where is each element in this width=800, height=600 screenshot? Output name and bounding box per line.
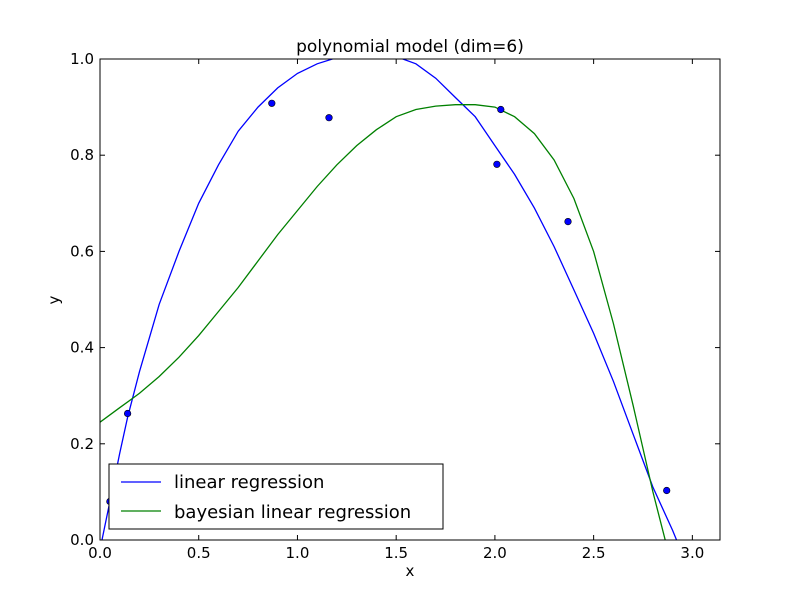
legend-box <box>108 463 444 530</box>
scatter-point-5 <box>497 105 505 114</box>
plot-frame <box>99 58 721 541</box>
x-tick-label: 1.5 <box>384 544 408 562</box>
chart-title: polynomial model (dim=6) <box>296 37 524 57</box>
y-tick-label: 0.4 <box>70 339 94 357</box>
scatter-point-7 <box>663 486 671 495</box>
plot-area <box>100 59 720 540</box>
series-lines <box>100 59 678 540</box>
x-tick-label: 2.5 <box>582 544 606 562</box>
x-tick-label: 0.0 <box>88 544 112 562</box>
y-tick-label: 1.0 <box>70 50 94 68</box>
series-line-linear-regression <box>101 59 678 540</box>
plot-background <box>100 59 720 540</box>
legend-label-bayesian-linear-regression: bayesian linear regression <box>174 502 411 523</box>
legend: linear regression bayesian linear regres… <box>108 463 444 530</box>
y-axis-label: y <box>45 295 63 304</box>
y-tick-label: 0.8 <box>70 146 94 164</box>
scatter-point-6 <box>564 218 572 226</box>
scatter-points <box>106 99 671 506</box>
axis-tick-labels: 0.0 0.5 1.0 1.5 2.0 2.5 3.0 0.0 0.2 0.4 0.6 0.8 1.0 <box>70 50 704 562</box>
y-tick-label: 0.6 <box>70 242 94 260</box>
x-tick-label: 2.0 <box>483 544 507 562</box>
x-tick-label: 1.0 <box>286 544 310 562</box>
x-tick-label: 0.5 <box>187 544 211 562</box>
scatter-point-1 <box>123 409 132 418</box>
scatter-point-2 <box>268 99 276 107</box>
y-tick-label: 0.0 <box>70 531 94 549</box>
x-axis-label: x <box>406 562 415 580</box>
scatter-point-4 <box>493 160 501 168</box>
legend-label-linear-regression: linear regression <box>174 472 324 493</box>
x-tick-label: 3.0 <box>680 544 704 562</box>
series-line-bayesian-linear-regression <box>100 104 666 540</box>
axis-ticks <box>99 58 720 541</box>
y-tick-label: 0.2 <box>70 435 94 453</box>
scatter-point-3 <box>325 114 333 122</box>
